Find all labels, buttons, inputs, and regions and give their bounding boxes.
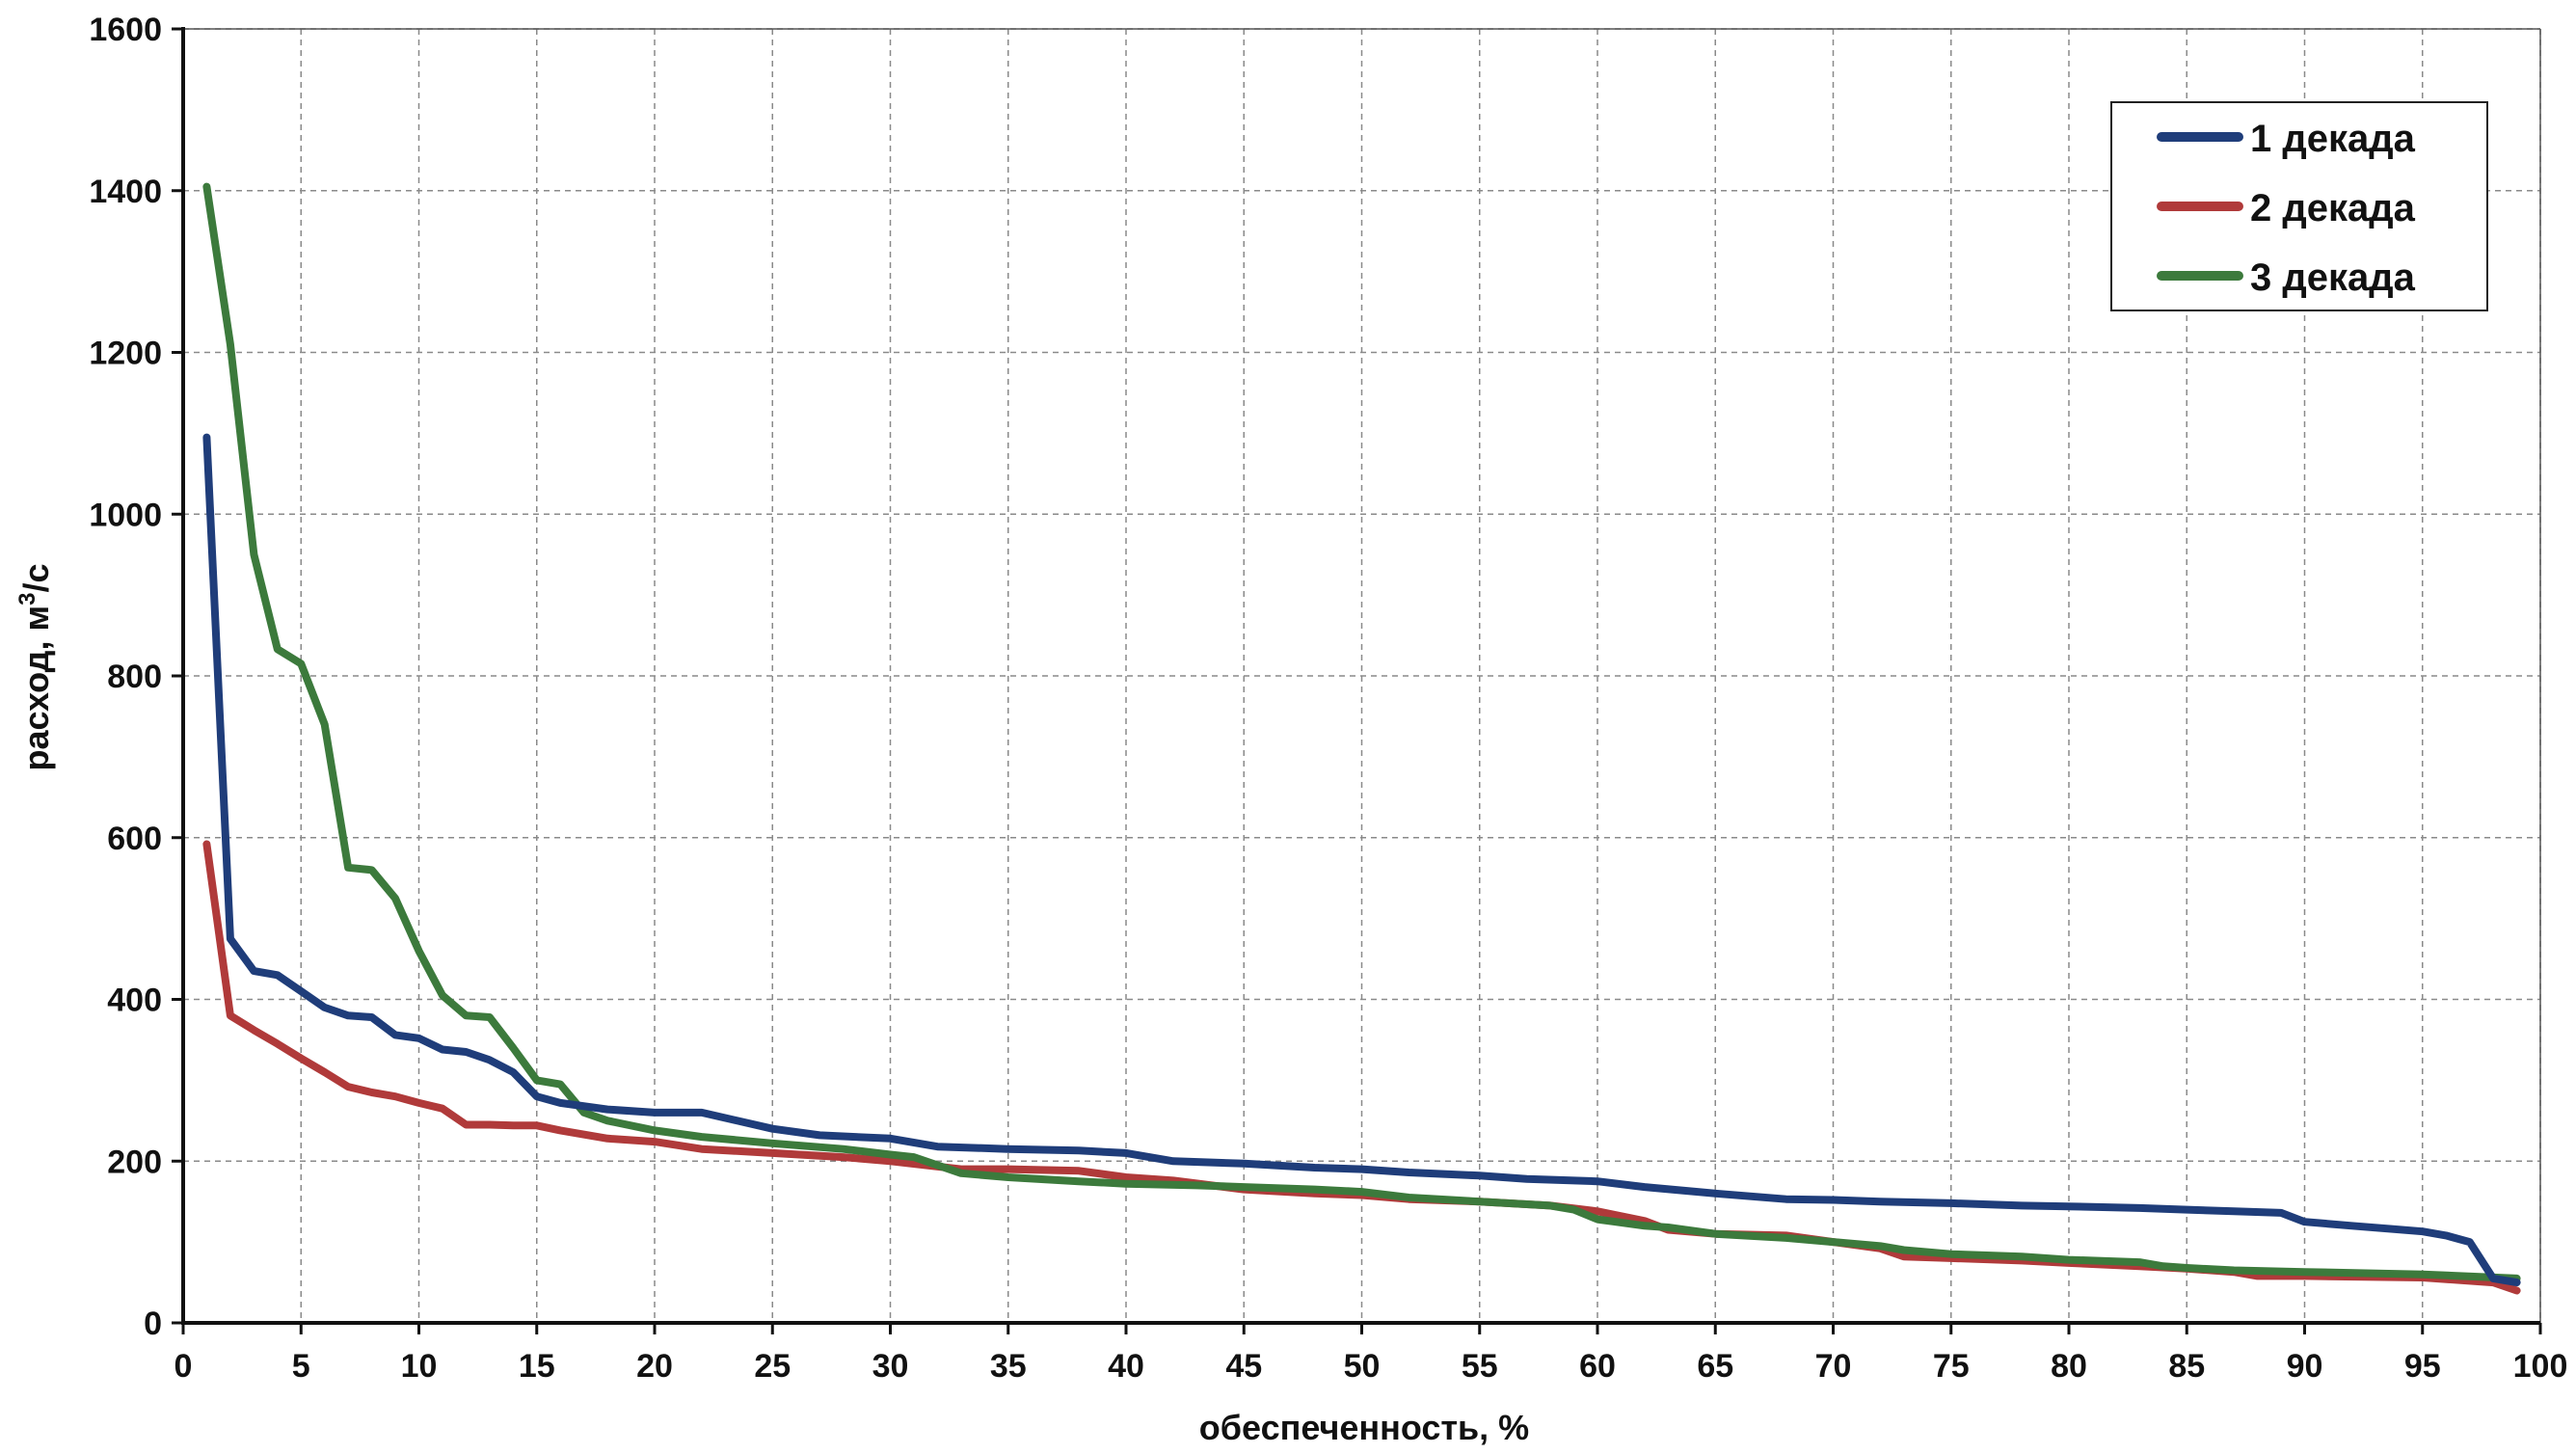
x-tick-label-8: 40 — [1108, 1348, 1144, 1385]
x-tick-label-15: 75 — [1933, 1348, 1970, 1385]
y-tick-label-0: 0 — [144, 1306, 162, 1342]
y-tick-label-1: 200 — [107, 1144, 162, 1180]
x-tick-label-14: 70 — [1815, 1348, 1852, 1385]
x-tick-label-10: 50 — [1344, 1348, 1381, 1385]
x-tick-label-6: 30 — [872, 1348, 909, 1385]
x-axis-ticks: 0 5 10 15 20 25 30 35 40 45 50 55 60 65 70 75 80 85 90 95 10… — [174, 1323, 2568, 1385]
y-axis-label-tail: /с — [16, 563, 56, 592]
y-tick-label-6: 1200 — [89, 336, 162, 372]
y-axis-label-main: расход, м — [16, 606, 56, 771]
x-tick-label-19: 95 — [2404, 1348, 2441, 1385]
y-tick-label-3: 600 — [107, 821, 162, 857]
series-line-1 — [202, 433, 2521, 1287]
y-axis-label: расход, м3/с — [14, 563, 56, 770]
legend-label-3: 3 декада — [2250, 256, 2416, 299]
x-tick-label-3: 15 — [519, 1348, 555, 1385]
legend-label-1: 1 декада — [2250, 118, 2416, 160]
x-tick-label-0: 0 — [174, 1348, 193, 1385]
legend-label-2: 2 декада — [2250, 187, 2416, 229]
y-tick-label-5: 1000 — [89, 497, 162, 533]
y-tick-label-8: 1600 — [89, 12, 162, 48]
y-axis-label-superscript: 3 — [14, 592, 40, 605]
x-tick-label-17: 85 — [2168, 1348, 2205, 1385]
x-tick-label-9: 45 — [1225, 1348, 1262, 1385]
x-tick-label-5: 25 — [754, 1348, 791, 1385]
x-tick-label-16: 80 — [2051, 1348, 2087, 1385]
y-axis-ticks: 0 200 400 600 800 1000 1200 1400 1600 — [89, 12, 183, 1342]
y-tick-label-2: 400 — [107, 983, 162, 1019]
legend: 1 декада 2 декада 3 декада — [2110, 101, 2488, 311]
x-tick-label-13: 65 — [1697, 1348, 1733, 1385]
series-line-3 — [202, 182, 2521, 1282]
x-tick-label-4: 20 — [636, 1348, 673, 1385]
x-tick-label-18: 90 — [2287, 1348, 2323, 1385]
y-tick-label-7: 1400 — [89, 174, 162, 210]
x-tick-label-12: 60 — [1579, 1348, 1616, 1385]
series-layer — [202, 182, 2521, 1295]
y-tick-label-4: 800 — [107, 659, 162, 695]
x-tick-label-11: 55 — [1462, 1348, 1498, 1385]
x-axis-label: обеспеченность, % — [1199, 1408, 1529, 1447]
x-tick-label-7: 35 — [990, 1348, 1027, 1385]
x-tick-label-2: 10 — [401, 1348, 438, 1385]
x-tick-label-1: 5 — [292, 1348, 310, 1385]
x-tick-label-20: 100 — [2513, 1348, 2568, 1385]
